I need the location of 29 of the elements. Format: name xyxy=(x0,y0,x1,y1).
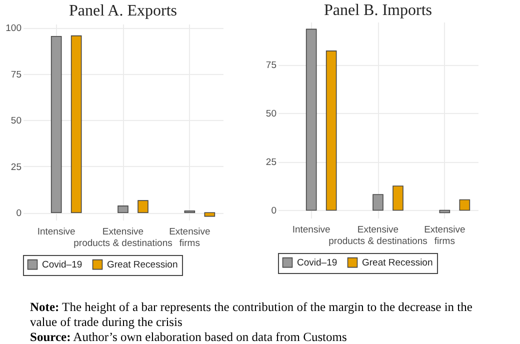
text: Note: The height of a bar represents the contribution of the margin to the decrease in the value of trade during the crisis xyxy=(30,300,474,330)
bar xyxy=(204,212,216,217)
legend-label: Covid–19 xyxy=(42,260,82,271)
bar xyxy=(326,50,337,211)
chart-title: Panel A. Exports xyxy=(69,2,177,20)
bar xyxy=(50,36,62,214)
y-tick-label: 75 xyxy=(10,69,22,80)
bar xyxy=(372,194,384,211)
x-tick-label: Intensive xyxy=(292,224,330,236)
y-tick-label: 100 xyxy=(6,23,22,34)
bar xyxy=(70,35,82,214)
x-tick-label: Intensive xyxy=(37,226,76,238)
y-tick-label: 25 xyxy=(10,162,22,173)
source-note: Source: Author’s own elaboration based on data from Customs xyxy=(30,330,348,344)
legend-label: Covid–19 xyxy=(297,258,338,269)
y-tick-label: 50 xyxy=(10,116,22,127)
y-tick-label: 0 xyxy=(16,208,22,220)
y-tick-label: 50 xyxy=(266,108,276,120)
bar xyxy=(306,28,317,211)
chart-title: Panel B. Imports xyxy=(324,2,432,19)
bar xyxy=(392,186,404,211)
bar xyxy=(459,199,470,211)
bar xyxy=(138,200,148,214)
y-tick-label: 0 xyxy=(271,206,276,217)
y-tick-label: 75 xyxy=(266,60,276,72)
legend-label: Great Recession xyxy=(107,260,178,271)
bar xyxy=(118,206,128,214)
legend-label: Great Recession xyxy=(362,258,433,269)
y-tick-label: 25 xyxy=(266,157,276,168)
